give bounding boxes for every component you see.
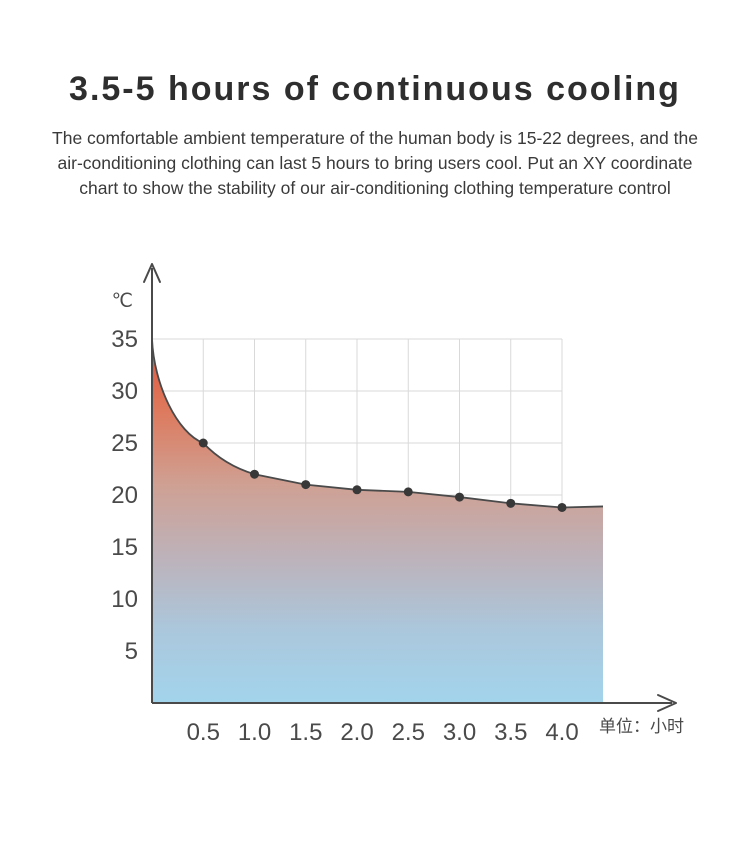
y-tick-label: 15 [111,534,138,561]
y-tick-label: 30 [111,378,138,405]
y-tick-label: 10 [111,586,138,613]
x-axis-arrow-icon [657,694,677,712]
x-tick-label: 1.0 [238,719,271,746]
page-description: The comfortable ambient temperature of t… [35,126,715,201]
x-tick-label: 0.5 [187,719,220,746]
description-line: air-conditioning clothing can last 5 hou… [57,153,693,173]
page-title: 3.5-5 hours of continuous cooling [69,70,681,108]
x-tick-label: 1.5 [289,719,322,746]
x-tick-label: 4.0 [545,719,578,746]
data-point [352,485,362,495]
data-point [301,480,311,490]
data-point [455,492,464,502]
x-tick-label: 2.5 [392,719,425,746]
data-point [250,469,259,479]
description-line: chart to show the stability of our air-c… [79,178,671,198]
data-point [198,438,208,448]
data-point [506,498,516,508]
x-tick-label: 2.0 [340,719,373,746]
y-axis-unit-label: ℃ [112,291,133,312]
y-tick-label: 25 [111,430,138,457]
x-tick-label: 3.0 [443,719,476,746]
temperature-area-fill [152,339,603,703]
description-line: The comfortable ambient temperature of t… [52,128,698,148]
header: 3.5-5 hours of continuous cooling The co… [0,0,750,201]
y-tick-label: 5 [125,638,138,665]
y-axis-arrow-icon [143,263,161,283]
x-axis-unit-label: 单位：小时 [599,717,684,736]
y-tick-label: 35 [111,326,138,353]
y-tick-label: 20 [111,482,138,509]
x-tick-label: 3.5 [494,719,527,746]
data-point [557,502,567,512]
data-point [403,487,413,497]
